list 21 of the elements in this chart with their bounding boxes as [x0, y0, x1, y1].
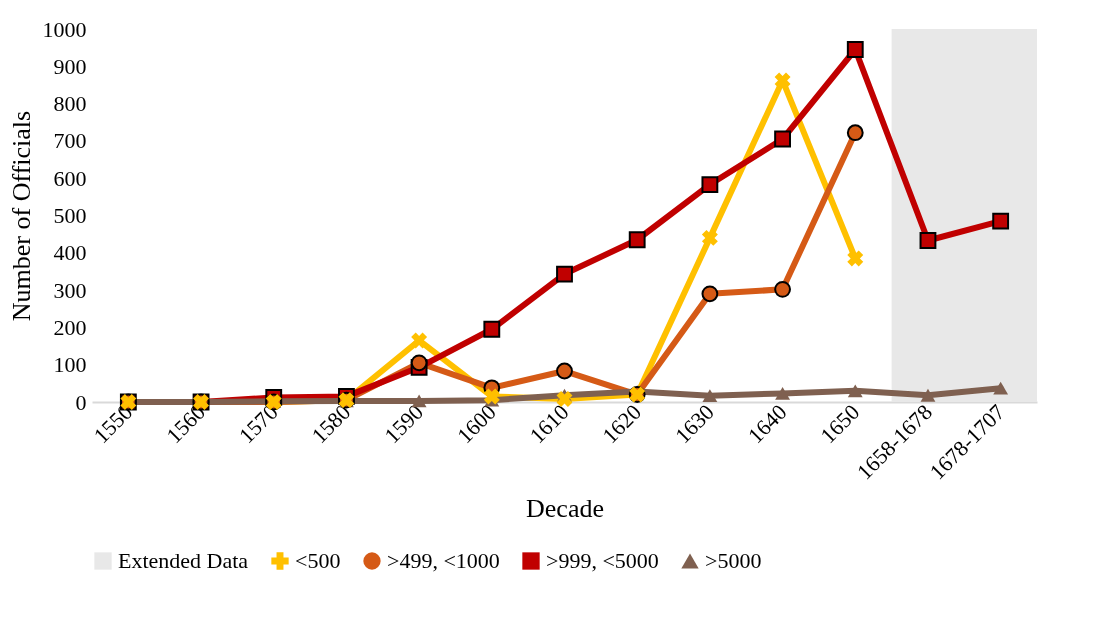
x-tick-label: 1580 [306, 399, 356, 449]
y-tick-label: 700 [53, 128, 87, 154]
y-tick-label: 500 [53, 203, 87, 228]
y-tick-label: 1000 [42, 16, 87, 42]
legend-label: >499, <1000 [387, 548, 500, 573]
y-tick-label: 200 [53, 314, 87, 340]
legend-label: Extended Data [118, 548, 249, 573]
y-tick-label: 800 [53, 91, 87, 117]
legend-label: >999, <5000 [546, 548, 659, 573]
x-tick-label: 1620 [597, 399, 647, 449]
y-tick-label: 0 [75, 389, 87, 415]
y-tick-label: 100 [53, 352, 87, 378]
y-tick-label: 600 [53, 165, 87, 191]
legend-label: <500 [295, 548, 341, 573]
y-tick-label: 300 [53, 277, 87, 303]
y-tick-label: 400 [53, 240, 87, 266]
y-axis-title: Number of Officials [6, 110, 36, 322]
x-axis-title: Decade [526, 493, 604, 523]
y-tick-label: 900 [53, 53, 87, 79]
legend-label: >5000 [705, 548, 762, 573]
x-tick-label: 1590 [379, 399, 429, 449]
